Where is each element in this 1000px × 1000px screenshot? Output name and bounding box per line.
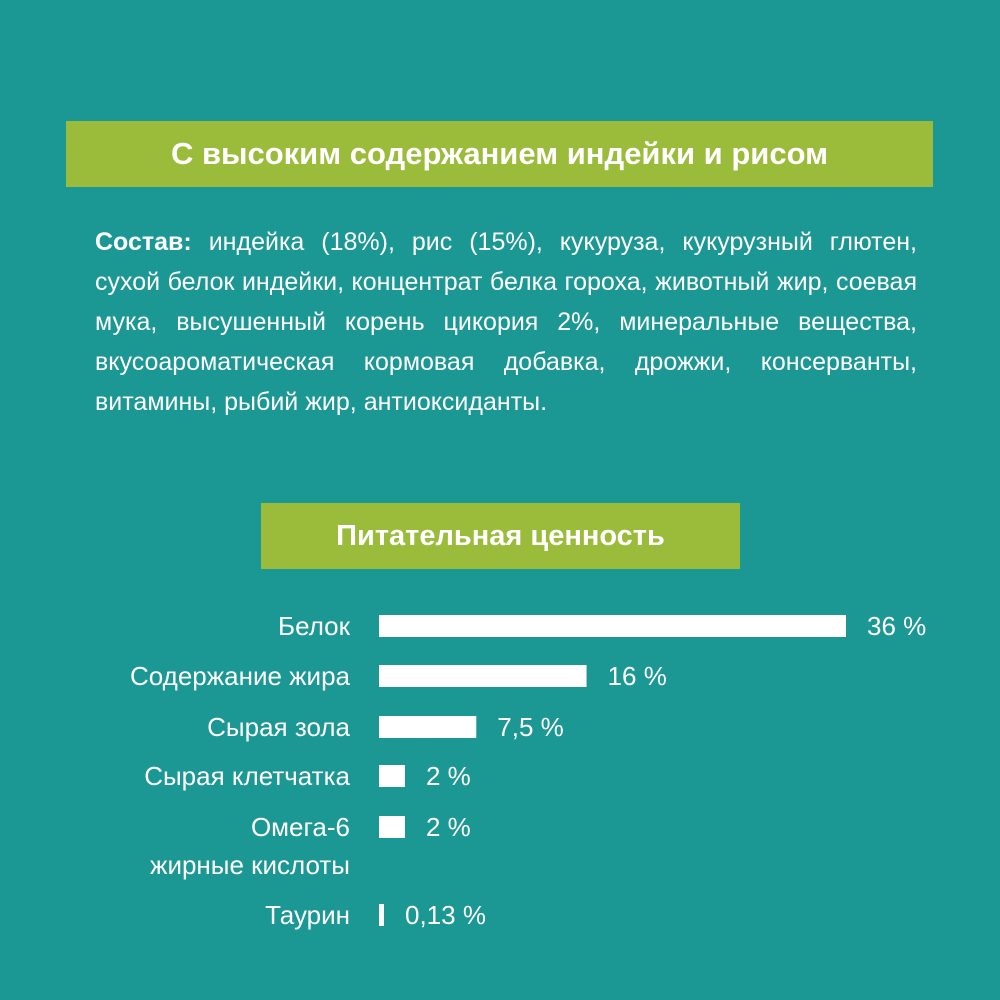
value-label: 16 %: [608, 661, 667, 691]
category-label: Сырая клетчатка: [144, 761, 350, 791]
value-label: 2 %: [426, 761, 471, 791]
bar: [379, 904, 384, 926]
value-label: 0,13 %: [405, 900, 486, 930]
bar: [379, 816, 405, 838]
category-label: Таурин: [265, 900, 350, 930]
nutrition-banner: Питательная ценность: [261, 503, 740, 569]
category-label: Сырая зола: [207, 712, 350, 742]
bar: [379, 765, 405, 787]
bar: [379, 615, 846, 637]
nutrition-title: Питательная ценность: [336, 519, 665, 552]
composition-text: Состав: индейка (18%), рис (15%), кукуру…: [95, 222, 917, 422]
value-label: 2 %: [426, 812, 471, 842]
category-label: Содержание жира: [130, 661, 351, 691]
title-banner: С высоким содержанием индейки и рисом: [66, 121, 933, 187]
title-text: С высоким содержанием индейки и рисом: [170, 136, 829, 171]
composition-lead: Состав:: [95, 228, 192, 256]
bar: [379, 665, 587, 687]
value-label: 36 %: [867, 611, 926, 641]
bar: [379, 716, 477, 738]
category-label: Омега-6 жирные кислоты: [150, 812, 350, 880]
value-label: 7,5 %: [497, 712, 563, 742]
composition-body: индейка (18%), рис (15%), кукуруза, куку…: [95, 228, 917, 416]
category-label: Белок: [278, 611, 351, 641]
